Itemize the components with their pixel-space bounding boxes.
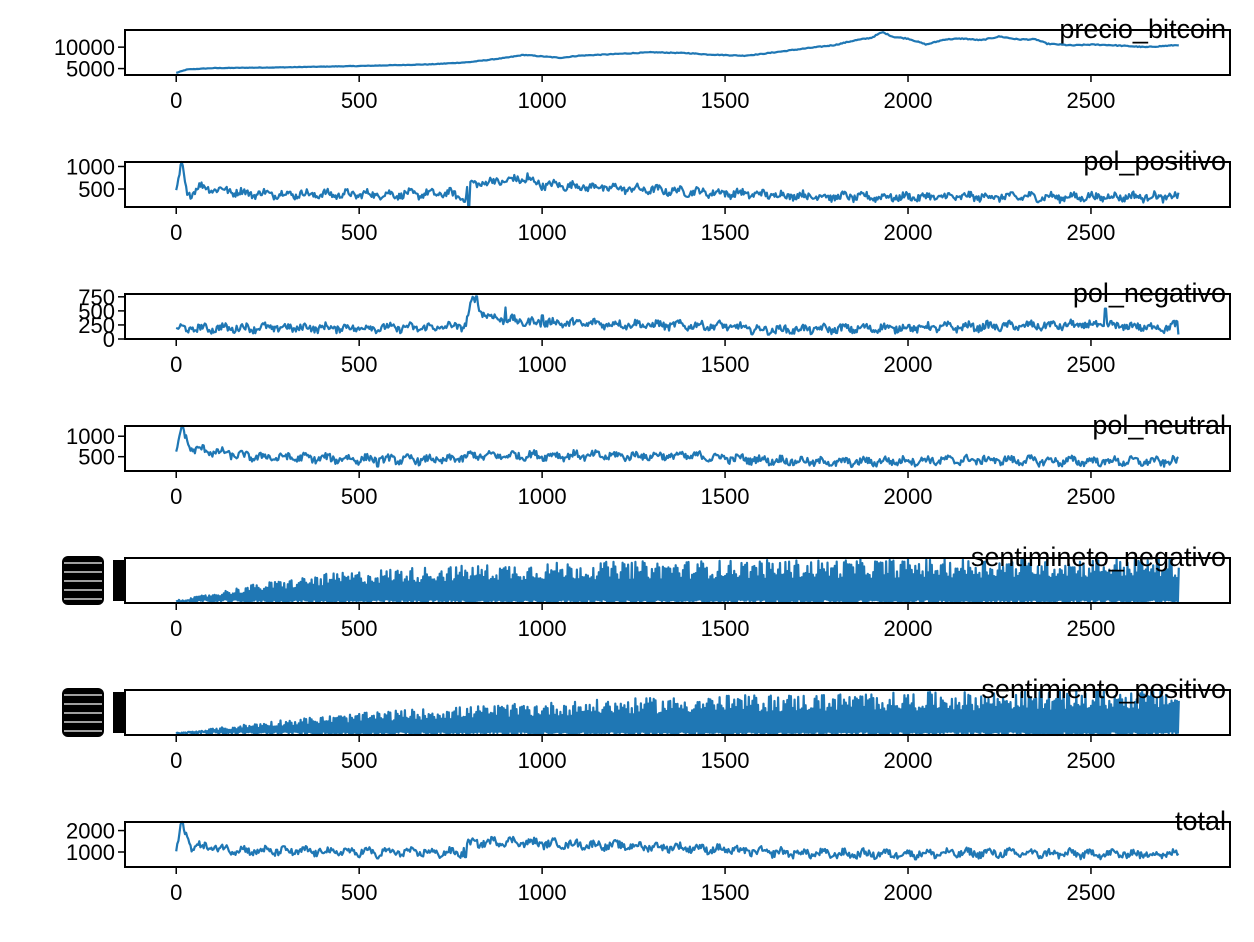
x-tick-label: 2500 [1066, 88, 1115, 113]
panel-frame [124, 293, 1231, 340]
x-tick-label: 0 [170, 88, 182, 113]
panel-frame [124, 161, 1231, 208]
x-tick-label: 500 [341, 220, 378, 245]
x-tick-label: 1500 [701, 220, 750, 245]
y-tick-label: 1000 [66, 424, 115, 449]
panel-frame [124, 689, 1231, 736]
x-tick-label: 1000 [518, 352, 567, 377]
panel-frame [124, 29, 1231, 76]
x-tick-label: 2000 [884, 220, 933, 245]
x-tick-label: 1000 [518, 88, 567, 113]
y-tick-label: 250 [78, 313, 115, 338]
panel-title: pol_neutral [1092, 410, 1226, 440]
y-tick-clutter [62, 688, 124, 737]
y-tick-clutter-bar [113, 692, 124, 733]
x-tick-label: 500 [341, 748, 378, 773]
y-tick-label: 2000 [66, 819, 115, 844]
series-pol_positivo [175, 160, 1180, 208]
x-tick-label: 500 [341, 616, 378, 641]
x-tick-label: 2000 [884, 616, 933, 641]
panel-title: pol_negativo [1073, 278, 1226, 308]
x-tick-label: 0 [170, 220, 182, 245]
x-tick-label: 2000 [884, 88, 933, 113]
panel-title: sentimineto_negativo [971, 542, 1226, 572]
x-tick-label: 0 [170, 880, 182, 905]
series-pol_neutral [175, 424, 1180, 469]
y-tick-label: 500 [78, 445, 115, 470]
x-tick-label: 2500 [1066, 352, 1115, 377]
x-tick-label: 2500 [1066, 616, 1115, 641]
series-sentimiento_positivo [175, 689, 1180, 737]
x-tick-label: 500 [341, 880, 378, 905]
y-tick-label: 5000 [66, 57, 115, 82]
y-tick-label: 500 [78, 177, 115, 202]
x-tick-label: 2000 [884, 484, 933, 509]
x-tick-label: 1500 [701, 880, 750, 905]
x-tick-label: 2500 [1066, 880, 1115, 905]
panel-title: precio_bitcoin [1059, 14, 1226, 44]
panel-frame [124, 821, 1231, 868]
x-tick-label: 2500 [1066, 748, 1115, 773]
x-tick-label: 2500 [1066, 220, 1115, 245]
x-tick-label: 1500 [701, 484, 750, 509]
x-tick-label: 500 [341, 88, 378, 113]
x-tick-label: 1000 [518, 484, 567, 509]
x-tick-label: 1500 [701, 88, 750, 113]
panel-sentimineto_negativo: 0 500 1000 1500 2000 2500 sentimineto_negativo [62, 542, 1231, 641]
panel-title: pol_positivo [1083, 146, 1226, 176]
x-tick-label: 0 [170, 484, 182, 509]
y-tick-label: 0 [103, 327, 115, 352]
x-tick-label: 1000 [518, 616, 567, 641]
x-tick-label: 2500 [1066, 484, 1115, 509]
y-tick-label: 10000 [54, 35, 115, 60]
panel-title: sentimiento_positivo [981, 674, 1226, 704]
series-precio_bitcoin [175, 31, 1179, 74]
panel-sentimiento_positivo: 0 500 1000 1500 2000 2500 sentimiento_positivo [62, 674, 1231, 773]
x-tick-label: 2000 [884, 352, 933, 377]
x-tick-label: 0 [170, 748, 182, 773]
series-pol_negativo [175, 295, 1180, 336]
x-tick-label: 1500 [701, 748, 750, 773]
panel-title: total [1175, 806, 1226, 836]
x-tick-label: 1000 [518, 748, 567, 773]
x-tick-label: 0 [170, 616, 182, 641]
panel-frame [124, 557, 1231, 604]
y-tick-clutter-bar [113, 560, 124, 601]
y-tick-label: 750 [78, 285, 115, 310]
y-tick-label: 1000 [66, 840, 115, 865]
y-tick-label: 500 [78, 299, 115, 324]
y-tick-clutter [62, 556, 124, 605]
x-tick-label: 0 [170, 352, 182, 377]
x-tick-label: 2000 [884, 748, 933, 773]
series-total [175, 820, 1180, 861]
x-tick-label: 1500 [701, 352, 750, 377]
panels-layer: 0 500 1000 1500 2000 2500500010000precio_bitc… [54, 14, 1231, 905]
series-sentimineto_negativo [175, 557, 1180, 605]
x-tick-label: 1500 [701, 616, 750, 641]
x-tick-label: 500 [341, 352, 378, 377]
x-tick-label: 2000 [884, 880, 933, 905]
x-tick-label: 1000 [518, 220, 567, 245]
y-tick-label: 1000 [66, 155, 115, 180]
x-tick-label: 500 [341, 484, 378, 509]
x-tick-label: 1000 [518, 880, 567, 905]
panel-frame [124, 425, 1231, 472]
